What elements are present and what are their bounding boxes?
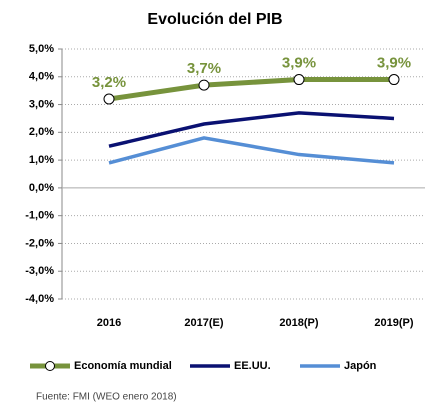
x-tick-label: 2017(E) <box>184 317 223 329</box>
y-tick-label: -1,0% <box>25 210 54 222</box>
chart-title: Evolución del PIB <box>147 11 282 28</box>
legend-label: Japón <box>344 360 377 372</box>
data-label: 3,9% <box>377 55 411 72</box>
y-tick-label: -4,0% <box>25 293 54 305</box>
point <box>293 74 305 86</box>
y-tick-label: 0,0% <box>29 182 54 194</box>
y-tick-label: 1,0% <box>29 154 54 166</box>
legend-label: EE.UU. <box>234 360 271 372</box>
data-label: 3,9% <box>282 55 316 72</box>
y-tick-label: 2,0% <box>29 126 54 138</box>
point <box>103 93 115 105</box>
line <box>108 111 395 148</box>
legend-label: Economía mundial <box>74 360 172 372</box>
data-label: 3,7% <box>187 60 221 77</box>
y-tick-label: -3,0% <box>25 265 54 277</box>
source: Fuente: FMI (WEO enero 2018) <box>36 392 177 403</box>
y-tick-label: -2,0% <box>25 237 54 249</box>
point <box>388 74 400 86</box>
x-tick-label: 2019(P) <box>374 317 413 329</box>
y-tick-label: 3,0% <box>29 98 54 110</box>
line <box>108 136 395 165</box>
x-tick-label: 2018(P) <box>279 317 318 329</box>
x-tick-label: 2016 <box>97 317 121 329</box>
data-label: 3,2% <box>92 74 126 91</box>
y-tick-label: 4,0% <box>29 71 54 83</box>
point <box>198 79 210 91</box>
y-tick-label: 5,0% <box>29 43 54 55</box>
line <box>108 77 394 102</box>
legend-marker <box>45 361 55 371</box>
